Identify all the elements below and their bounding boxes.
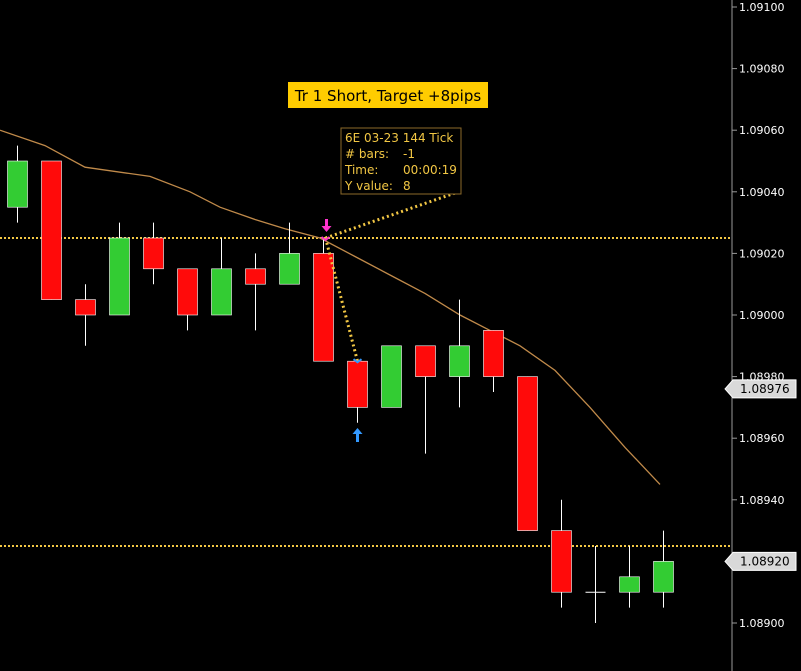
candle-down: [347, 360, 368, 408]
candle-down: [75, 299, 96, 316]
candle-up: [381, 345, 402, 408]
y-tick-label: 1.08960: [739, 432, 785, 445]
y-tick-label: 1.08940: [739, 494, 785, 507]
tooltip-label-time: Time:: [344, 163, 378, 177]
price-label-box: [724, 379, 797, 399]
candle-down: [415, 345, 436, 377]
candle-down: [483, 330, 504, 377]
candle-down: [245, 268, 266, 285]
y-tick-label: 1.09100: [739, 1, 785, 14]
candle-down: [143, 237, 164, 270]
tooltip-value-time: 00:00:19: [403, 163, 457, 177]
trade-markers: [320, 191, 456, 442]
candle-down: [313, 253, 334, 362]
tooltip-value-bars: -1: [403, 147, 415, 161]
tooltip-title: 6E 03-23 144 Tick: [345, 131, 453, 145]
candle-down: [177, 268, 198, 316]
tooltip-value-yvalue: 8: [403, 179, 411, 193]
candle-up: [211, 268, 232, 316]
y-axis-ticks: 1.09100 1.09080 1.09060 1.09040 1.09020 1.090…: [732, 1, 785, 630]
price-label-text: 1.08976: [740, 382, 790, 396]
candle-up: [653, 561, 674, 593]
annotation-text: Tr 1 Short, Target +8pips: [294, 87, 481, 105]
price-labels: 1.08976 1.08920: [724, 379, 797, 571]
candle-down: [41, 160, 62, 300]
price-label-text: 1.08920: [740, 554, 790, 568]
candle-up: [7, 160, 28, 208]
entry-tick: [320, 236, 331, 242]
moving-average: [0, 129, 661, 485]
moving-average-line: [0, 129, 661, 485]
tooltip-label-bars: # bars:: [345, 147, 389, 161]
annotation: Tr 1 Short, Target +8pips: [288, 82, 488, 108]
candle-up: [279, 253, 300, 285]
y-tick-label: 1.09000: [739, 309, 785, 322]
price-label-box: [724, 551, 797, 571]
candle-down: [517, 376, 538, 531]
tooltip: 6E 03-23 144 Tick # bars: -1 Time: 00:00…: [340, 127, 462, 195]
tooltip-label-yvalue: Y value:: [344, 179, 393, 193]
tooltip-box: [340, 127, 462, 195]
buy-arrow-head-icon: [352, 428, 363, 434]
candle-up: [449, 345, 470, 377]
candle-up: [619, 576, 640, 593]
annotation-box: [288, 82, 488, 108]
y-tick-label: 1.09060: [739, 124, 785, 137]
exit-tick: [352, 358, 363, 364]
y-tick-label: 1.09080: [739, 63, 785, 76]
sell-arrow-head-icon: [321, 226, 332, 232]
candle-down: [551, 530, 572, 593]
trade-path: [324, 237, 359, 362]
y-tick-label: 1.09040: [739, 186, 785, 199]
candle-up: [109, 237, 130, 316]
y-tick-label: 1.08900: [739, 617, 785, 630]
candles: [7, 145, 674, 623]
y-tick-label: 1.09020: [739, 247, 785, 260]
